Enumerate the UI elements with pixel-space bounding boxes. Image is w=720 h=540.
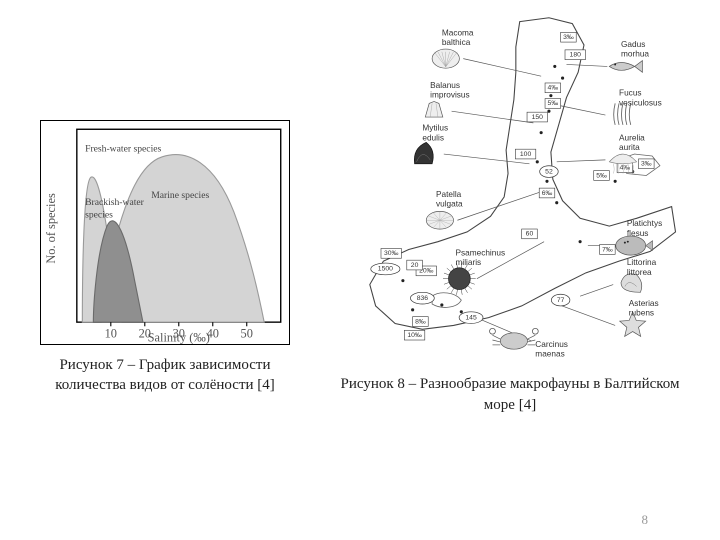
svg-text:aurita: aurita (619, 143, 640, 152)
svg-text:Aurelia: Aurelia (619, 133, 645, 142)
salinity-box: 4‰ (545, 83, 561, 93)
svg-text:Carcinus: Carcinus (535, 340, 568, 349)
svg-text:Mytilus: Mytilus (422, 124, 448, 133)
svg-text:Psamechinus: Psamechinus (455, 248, 505, 257)
svg-text:8‰: 8‰ (415, 318, 426, 325)
svg-text:vesiculosus: vesiculosus (619, 98, 662, 107)
brackish-label-1: Brackish-water (85, 197, 145, 208)
svg-text:6‰: 6‰ (542, 190, 553, 197)
svg-text:maenas: maenas (535, 350, 564, 359)
svg-text:vulgata: vulgata (436, 200, 463, 209)
salinity-box: 3‰ (639, 159, 655, 169)
svg-text:Fucus: Fucus (619, 89, 642, 98)
salinity-box: 7‰ (600, 245, 616, 255)
salinity-box: 4‰ (617, 163, 633, 173)
figure-7: Fresh-water species Brackish-water speci… (40, 120, 290, 396)
figure-8: 3‰4‰5‰6‰7‰4‰3‰5‰8‰10‰30‰20‰ 180150100602… (325, 8, 695, 415)
svg-text:Platichtys: Platichtys (627, 219, 662, 228)
svg-text:rubens: rubens (629, 309, 654, 318)
salinity-box: 6‰ (539, 188, 555, 198)
count-box: 20 (407, 260, 423, 270)
svg-text:30‰: 30‰ (384, 250, 399, 257)
svg-text:836: 836 (417, 295, 429, 302)
svg-text:Gadus: Gadus (621, 40, 645, 49)
svg-text:balthica: balthica (442, 38, 471, 47)
svg-text:60: 60 (526, 231, 534, 238)
svg-text:10‰: 10‰ (407, 332, 422, 339)
svg-text:180: 180 (570, 52, 582, 59)
count-box: 100 (515, 149, 535, 159)
salinity-box: 8‰ (413, 317, 429, 327)
salinity-box: 5‰ (545, 99, 561, 109)
svg-text:flesus: flesus (627, 229, 649, 238)
fig7-chart: Fresh-water species Brackish-water speci… (40, 120, 290, 345)
svg-text:150: 150 (532, 114, 544, 121)
salinity-box: 5‰ (594, 171, 610, 181)
svg-text:3‰: 3‰ (641, 161, 652, 168)
svg-text:3‰: 3‰ (563, 34, 574, 41)
count-box: 150 (527, 112, 547, 122)
svg-text:4‰: 4‰ (548, 85, 559, 92)
svg-text:52: 52 (545, 168, 553, 175)
svg-text:100: 100 (520, 151, 532, 158)
salinity-box: 3‰ (561, 32, 577, 42)
svg-text:5‰: 5‰ (596, 172, 607, 179)
count-oval: 1500 (371, 263, 400, 275)
svg-text:Balanus: Balanus (430, 81, 460, 90)
svg-text:5‰: 5‰ (548, 100, 559, 107)
fig8-caption: Рисунок 8 – Разнообразие макрофауны в Ба… (325, 374, 695, 415)
fig7-xlabel: Salinity (‰) (148, 330, 210, 344)
svg-text:10: 10 (105, 326, 117, 340)
svg-text:Asterias: Asterias (629, 299, 659, 308)
fig8-map: 3‰4‰5‰6‰7‰4‰3‰5‰8‰10‰30‰20‰ 180150100602… (325, 8, 695, 368)
count-oval: 145 (459, 312, 483, 324)
svg-text:20: 20 (411, 262, 419, 269)
svg-text:morhua: morhua (621, 50, 649, 59)
fresh-label: Fresh-water species (85, 143, 161, 154)
svg-text:77: 77 (557, 297, 565, 304)
salinity-box: 10‰ (404, 330, 424, 340)
brackish-label-2: species (85, 209, 113, 220)
svg-text:145: 145 (465, 314, 477, 321)
count-oval: 52 (540, 166, 558, 178)
marine-label: Marine species (151, 190, 209, 201)
svg-text:littorea: littorea (627, 268, 652, 277)
svg-text:50: 50 (241, 326, 253, 340)
count-oval: 836 (410, 292, 434, 304)
svg-text:improvisus: improvisus (430, 91, 470, 100)
svg-text:7‰: 7‰ (602, 246, 613, 253)
svg-text:miliaris: miliaris (455, 258, 481, 267)
page-number: 8 (642, 512, 649, 528)
count-box: 180 (565, 50, 585, 60)
fig7-caption: Рисунок 7 – График зависимости количеств… (40, 355, 290, 396)
svg-text:Patella: Patella (436, 190, 462, 199)
svg-text:Macoma: Macoma (442, 28, 474, 37)
svg-text:edulis: edulis (422, 133, 444, 142)
count-box: 60 (522, 229, 538, 239)
salinity-box: 30‰ (381, 248, 401, 258)
fig7-ylabel: No. of species (44, 193, 58, 264)
svg-text:Littorina: Littorina (627, 258, 657, 267)
svg-text:1500: 1500 (378, 266, 393, 273)
count-oval: 77 (551, 294, 569, 306)
